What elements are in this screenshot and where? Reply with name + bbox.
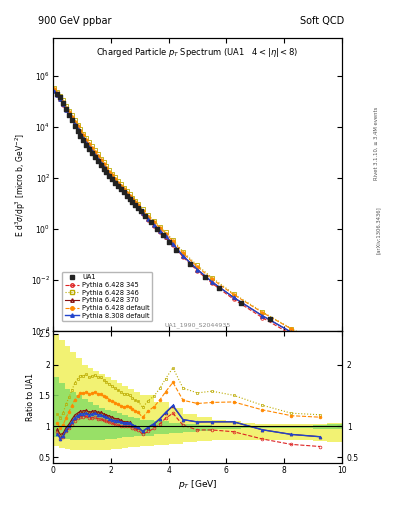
Point [118,185,124,193]
Point [80,136,86,144]
Point [266,315,273,323]
Point [109,175,116,183]
Text: UA1_1990_S2044935: UA1_1990_S2044935 [164,322,231,328]
Point [154,225,160,233]
Point [173,246,179,254]
Point [160,231,166,240]
Point [135,204,141,212]
Point [238,299,244,307]
Point [72,122,78,130]
Point [83,141,90,149]
Text: Charged Particle $p_T$ Spectrum (UA1   $4 < |\eta| < 8$): Charged Particle $p_T$ Spectrum (UA1 $4 … [96,46,299,59]
Text: Soft QCD: Soft QCD [300,15,344,26]
Point [89,149,95,157]
Point [86,144,92,153]
Point [148,218,154,226]
Point [202,273,208,281]
Text: [arXiv:1306.3436]: [arXiv:1306.3436] [375,206,380,254]
Point [95,157,101,165]
Point [66,111,72,119]
Point [63,105,69,113]
Y-axis label: Ratio to UA1: Ratio to UA1 [26,373,35,421]
Point [127,195,133,203]
Text: Rivet 3.1.10, ≥ 3.4M events: Rivet 3.1.10, ≥ 3.4M events [374,106,379,180]
Point [74,127,81,135]
Point [106,172,112,180]
Point [216,284,222,292]
Point [60,98,66,106]
Point [324,346,331,354]
Point [54,90,61,98]
Point [97,161,104,169]
Point [69,116,75,124]
Point [103,168,110,177]
Point [296,330,302,338]
Point [101,164,107,173]
Point [187,260,193,268]
Text: 900 GeV ppbar: 900 GeV ppbar [38,15,112,26]
X-axis label: $p_T$ [GeV]: $p_T$ [GeV] [178,478,217,491]
Point [92,153,98,161]
Point [115,182,121,190]
Point [121,188,127,197]
Point [132,201,138,209]
Point [129,198,136,206]
Point [57,93,63,101]
Y-axis label: E d$^3\sigma$/dp$^3$ [micro b, GeV$^{-2}$]: E d$^3\sigma$/dp$^3$ [micro b, GeV$^{-2}… [14,133,28,237]
Point [112,179,118,187]
Point [165,238,172,246]
Point [123,191,130,200]
Legend: UA1, Pythia 6.428 345, Pythia 6.428 346, Pythia 6.428 370, Pythia 6.428 default,: UA1, Pythia 6.428 345, Pythia 6.428 346,… [62,272,152,322]
Point [138,207,144,215]
Point [77,132,84,140]
Point [142,212,149,220]
